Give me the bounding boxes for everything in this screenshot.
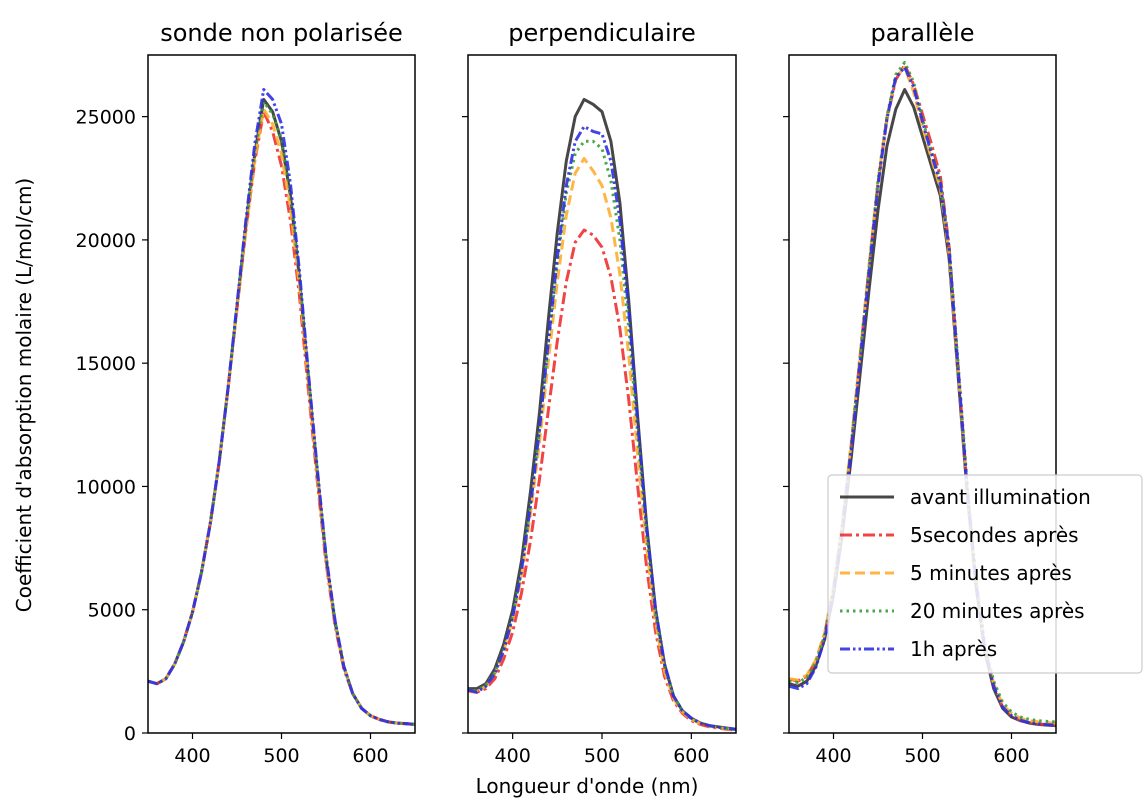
panel-title: perpendiculaire — [508, 19, 696, 47]
y-tick-label: 5000 — [88, 600, 136, 622]
panel-1: 400 500 600 0 5000 10000 15000 20000 25000 sonde … — [76, 19, 416, 767]
x-tick-label: 400 — [815, 745, 851, 767]
y-tick-label: 10000 — [76, 476, 136, 498]
legend-label: 1h après — [910, 637, 997, 661]
series-line-2 — [789, 63, 1056, 727]
series-line-2 — [148, 110, 415, 727]
x-tick-label: 400 — [495, 745, 531, 767]
x-tick-label: 500 — [904, 745, 940, 767]
panel-title: parallèle — [870, 19, 974, 47]
panel-title: sonde non polarisée — [160, 19, 403, 47]
legend-label: 5secondes après — [910, 523, 1079, 547]
x-axis-label: Longueur d'onde (nm) — [476, 774, 699, 798]
series-line-5 — [468, 125, 736, 731]
series-line-3 — [148, 107, 415, 727]
y-tick-label: 15000 — [76, 353, 136, 375]
series-group — [148, 88, 415, 727]
series-line-2 — [468, 228, 736, 732]
series-group — [468, 97, 736, 732]
x-tick-label: 400 — [174, 745, 210, 767]
x-tick-label: 500 — [263, 745, 299, 767]
y-tick-label: 0 — [124, 723, 136, 745]
panel-2: 400 500 600 perpendiculaire — [462, 19, 737, 767]
y-axis-label: Coefficient d'absorption molaire (L/mol/… — [12, 178, 36, 612]
y-tick-label: 20000 — [76, 230, 136, 252]
y-tick-label: 25000 — [76, 107, 136, 129]
legend-label: 5 minutes après — [910, 561, 1072, 585]
x-tick-label: 600 — [673, 745, 709, 767]
legend-label: avant illumination — [910, 485, 1091, 509]
legend-label: 20 minutes après — [910, 599, 1085, 623]
panels: 400 500 600 0 5000 10000 15000 20000 25000 sonde … — [76, 19, 1057, 767]
legend-box — [827, 474, 1143, 674]
x-tick-label: 600 — [993, 745, 1029, 767]
x-tick-label: 600 — [352, 745, 388, 767]
series-line-5 — [148, 88, 415, 726]
x-tick-label: 500 — [584, 745, 620, 767]
legend: avant illumination 5secondes après 5 minut… — [827, 474, 1143, 674]
